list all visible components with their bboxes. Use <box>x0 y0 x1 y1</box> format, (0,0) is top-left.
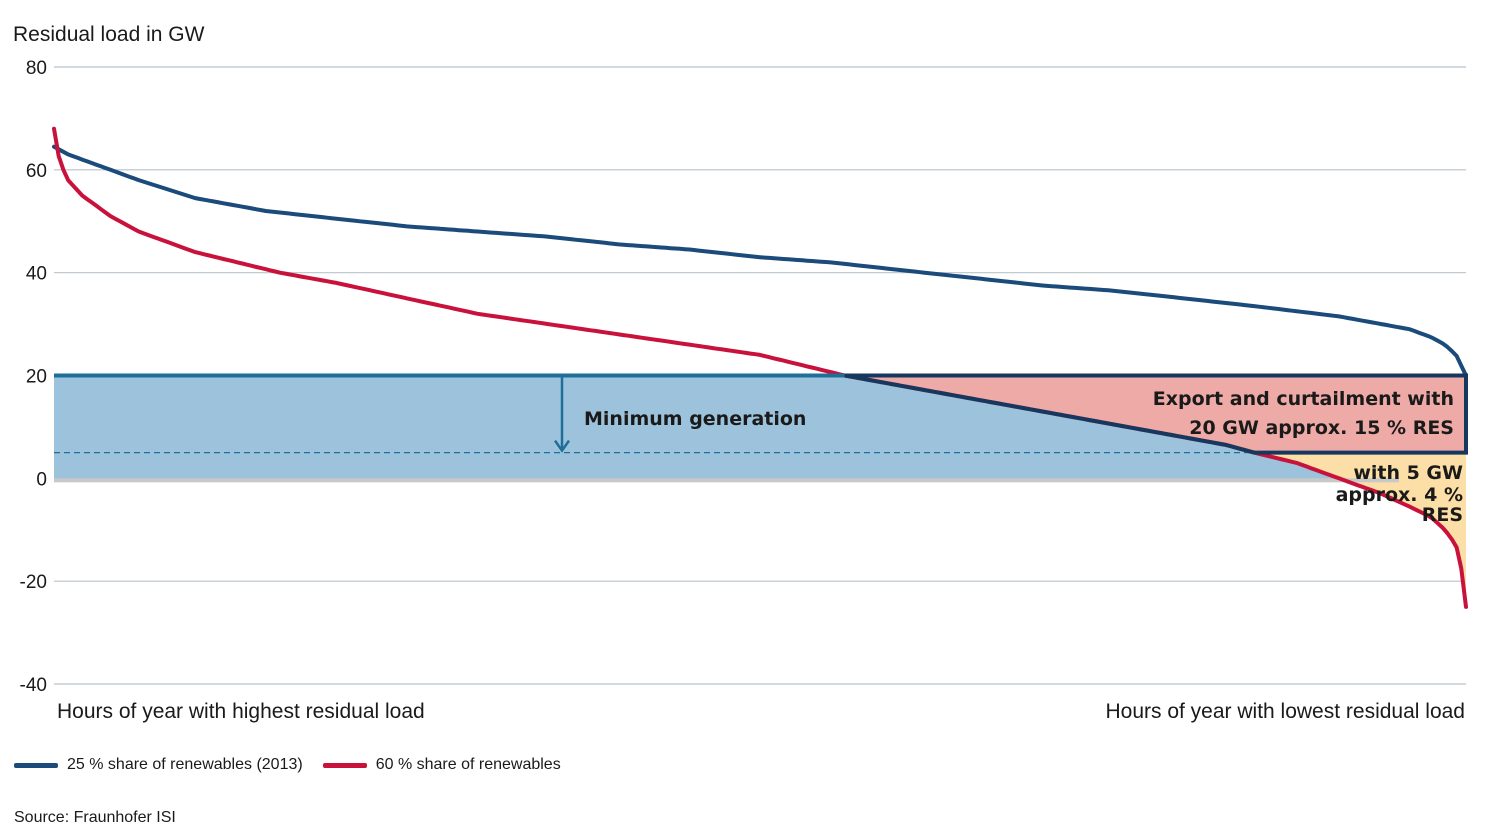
five-gw-label-line2: approx. 4 % <box>1336 484 1463 506</box>
x-axis-label-left: Hours of year with highest residual load <box>57 700 425 723</box>
y-tick-label-20: 20 <box>26 367 47 388</box>
legend-swatch-blue <box>14 762 58 768</box>
y-tick-labels: 80 60 40 20 0 -20 -40 <box>20 58 47 696</box>
source-note: Source: Fraunhofer ISI <box>14 809 176 826</box>
export-curtailment-label-line2: 20 GW approx. 15 % RES <box>1189 417 1454 439</box>
y-tick-label-40: 40 <box>26 264 47 285</box>
legend-label-60-percent: 60 % share of renewables <box>375 756 561 773</box>
legend-item-60-percent: 60 % share of renewables <box>322 756 561 774</box>
y-tick-label-60: 60 <box>26 161 47 182</box>
minimum-generation-label: Minimum generation <box>584 408 806 430</box>
five-gw-label-line1: with 5 GW <box>1353 462 1463 484</box>
series-lines <box>52 126 1468 609</box>
y-tick-label--40: -40 <box>20 675 47 696</box>
legend-item-25-percent: 25 % share of renewables (2013) <box>14 756 303 774</box>
export-curtailment-box <box>844 373 1468 455</box>
y-tick-label-0: 0 <box>36 469 47 490</box>
y-tick-label-80: 80 <box>26 58 47 79</box>
export-curtailment-area <box>844 375 1466 453</box>
legend: 25 % share of renewables (2013) 60 % sha… <box>14 756 581 774</box>
y-axis-title: Residual load in GW <box>13 23 205 46</box>
y-tick-label--20: -20 <box>20 572 47 593</box>
x-axis-label-right: Hours of year with lowest residual load <box>1105 700 1465 723</box>
export-curtailment-label-line1: Export and curtailment with <box>1153 388 1454 410</box>
legend-swatch-red <box>322 762 367 768</box>
series-line-25-percent <box>52 144 1468 378</box>
series-line-60-percent <box>52 126 1468 609</box>
legend-label-25-percent: 25 % share of renewables (2013) <box>67 756 303 773</box>
arrow-down-icon <box>553 439 571 453</box>
zero-band <box>54 478 1399 483</box>
annotations-overlay <box>54 373 1468 455</box>
five-gw-area <box>1254 452 1466 607</box>
five-gw-label-line3: RES <box>1422 504 1463 526</box>
